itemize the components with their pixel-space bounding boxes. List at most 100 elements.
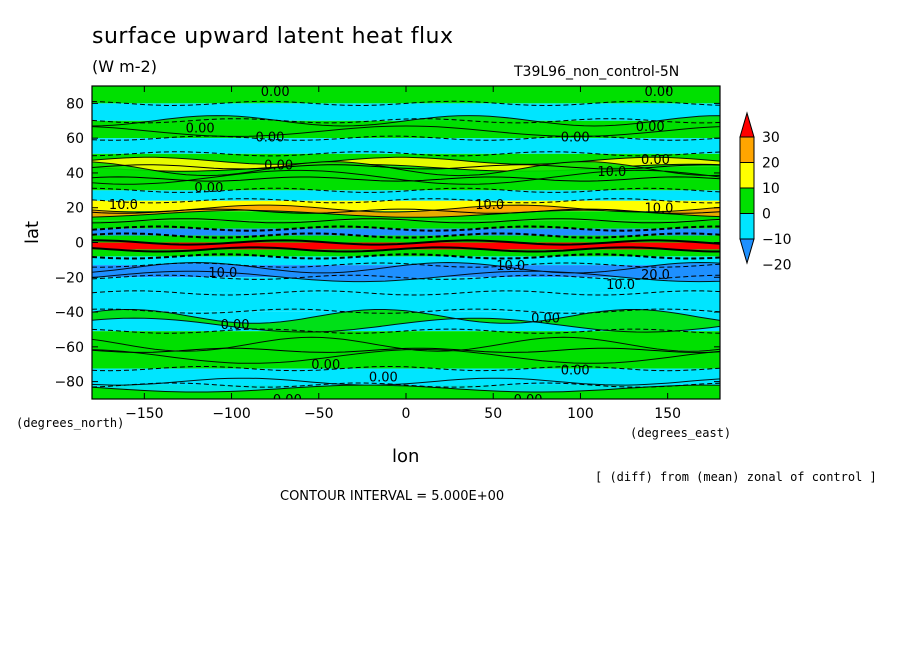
x-axis-label: lon: [392, 446, 420, 467]
y-axis-label: lat: [22, 220, 43, 244]
contour-label: 0.00: [221, 318, 250, 333]
contour-line: [92, 382, 720, 388]
run-label: T39L96_non_control-5N: [514, 64, 680, 80]
colorbar-arrow-bottom: [739, 238, 755, 265]
contour-band: [92, 179, 720, 191]
contour-line: [92, 198, 720, 204]
contour-line: [92, 290, 720, 296]
contour-line: [92, 164, 720, 170]
chart-units: (W m-2): [92, 57, 157, 76]
contour-band: [92, 220, 720, 229]
contour-line: [92, 246, 720, 253]
contour-label: 0.00: [561, 363, 590, 378]
colorbar: 30 20 10 0 −10 −20: [739, 111, 792, 274]
contour-label: 0.00: [273, 393, 302, 408]
contour-band: [92, 103, 720, 121]
contour-patch: [92, 309, 720, 333]
colorbar-label: −10: [762, 232, 792, 248]
contour-patch: [92, 115, 720, 137]
contour-label: 0.00: [561, 130, 590, 145]
contour-band: [92, 138, 720, 154]
x-unit-label: (degrees_east): [630, 426, 732, 440]
contour-label: 10.0: [109, 198, 138, 213]
contour-label: 0.00: [194, 181, 223, 196]
x-tick-label: 100: [567, 406, 594, 422]
colorbar-segment: [739, 136, 755, 163]
contour-line: [92, 225, 720, 232]
contour-label: 10.0: [496, 259, 525, 274]
colorbar-label: 10: [762, 181, 780, 197]
contour-labels: 0.00 0.00 0.00 0.00 0.00 0.00 0.00 0.00 10.0 0.00…: [109, 85, 673, 408]
contour-patch: [92, 336, 720, 364]
contour-band: [92, 249, 720, 257]
x-tick-label: 150: [654, 406, 681, 422]
contour-label: 0.00: [264, 158, 293, 173]
contour-label: 10.0: [208, 266, 237, 281]
colorbar-label: 20: [762, 156, 780, 172]
contour-line: [92, 176, 720, 182]
y-tick-label: 60: [66, 131, 84, 147]
contour-patch: [92, 161, 720, 185]
contour-band: [92, 277, 720, 293]
contour-line: [92, 118, 720, 124]
contour-label: 0.00: [255, 130, 284, 145]
contour-band: [92, 86, 720, 104]
contour-label: 10.0: [475, 198, 504, 213]
y-tick-label: −60: [54, 340, 84, 356]
y-tick-label: −40: [54, 305, 84, 321]
contour-line: [92, 100, 720, 107]
contour-line: [92, 365, 720, 372]
y-tick-label: 0: [75, 236, 84, 252]
chart-title: surface upward latent heat flux: [92, 24, 454, 49]
contour-label: 0.00: [186, 122, 215, 137]
y-tick-label: 80: [66, 96, 84, 112]
contour-line: [92, 347, 720, 353]
contour-patch: [92, 204, 720, 218]
contour-band: [92, 200, 720, 212]
colorbar-label: 0: [762, 207, 771, 223]
contour-line: [92, 262, 720, 268]
contour-blobs: [92, 115, 720, 393]
contour-line: [92, 151, 720, 157]
contour-interval: CONTOUR INTERVAL = 5.000E+00: [280, 489, 505, 504]
contour-line: [92, 328, 720, 334]
y-tick-label: −80: [54, 375, 84, 391]
x-tick-label: 50: [484, 406, 502, 422]
contour-lines: [92, 100, 720, 388]
contour-line: [92, 208, 720, 214]
contour-band: [92, 256, 720, 266]
contour-line: [92, 218, 720, 224]
contour-interval-value: 5.000E+00: [431, 489, 505, 504]
contour-line: [92, 274, 720, 280]
contour-band: [92, 242, 720, 250]
contour-label: 0.00: [531, 311, 560, 326]
contour-band: [92, 228, 720, 236]
x-tick-label: −100: [212, 406, 250, 422]
contour-line: [92, 308, 720, 314]
contour-label: 10.0: [606, 278, 635, 293]
contour-line: [92, 187, 720, 193]
x-axis: −150 −100 −50 0 50 100 150: [125, 86, 681, 422]
x-tick-label: −50: [304, 406, 334, 422]
x-tick-label: 0: [402, 406, 411, 422]
contour-line: [92, 239, 720, 246]
y-tick-label: 40: [66, 166, 84, 182]
contour-label: 10.0: [597, 165, 626, 180]
colorbar-segment: [739, 162, 755, 189]
contour-line: [92, 232, 720, 239]
colorbar-label: 30: [762, 130, 780, 146]
x-tick-label: −150: [125, 406, 163, 422]
contour-line: [92, 253, 720, 260]
y-tick-label: −20: [54, 270, 84, 286]
colorbar-arrow-top: [739, 111, 755, 138]
contour-band: [92, 235, 720, 243]
contour-label: 20.0: [641, 268, 670, 283]
contour-label: 0.00: [644, 85, 673, 100]
contour-label: 10.0: [644, 202, 673, 217]
footnote: [ (diff) from (mean) zonal of control ]: [595, 470, 877, 484]
contour-band: [92, 292, 720, 312]
contour-label: 0.00: [369, 370, 398, 385]
contour-label: 0.00: [514, 393, 543, 408]
contour-label: 0.00: [641, 153, 670, 168]
